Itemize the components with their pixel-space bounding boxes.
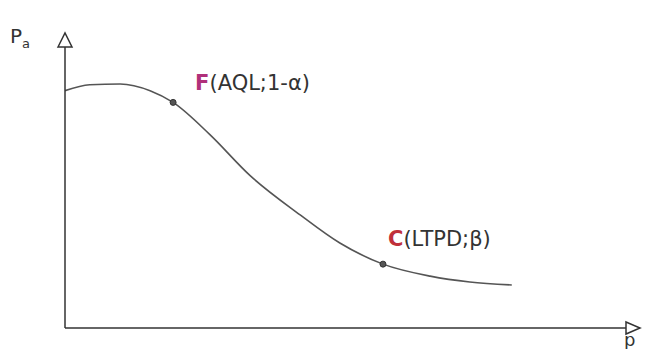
svg-text:C(LTPD;β): C(LTPD;β) (388, 227, 491, 251)
svg-text:Pa: Pa (10, 24, 30, 51)
svg-text:F(AQL;1-α): F(AQL;1-α) (195, 71, 310, 95)
svg-text:p: p (624, 329, 635, 349)
